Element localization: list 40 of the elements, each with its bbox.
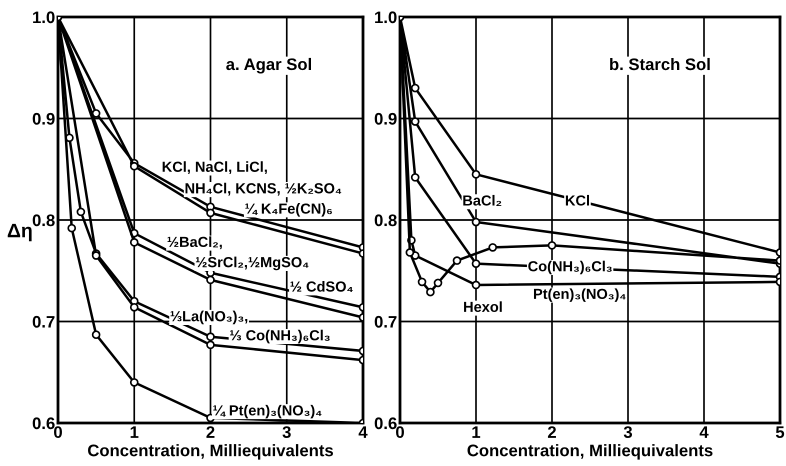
annotation: Co(NH₃)₆Cl₃ (528, 260, 612, 274)
x-tick-label: 3 (624, 426, 632, 438)
y-tick-label: 0.8 (32, 214, 55, 226)
x-tick-label: 3 (282, 426, 291, 438)
annotation: NH₄Cl, KCNS, ½K₂SO₄ (186, 182, 342, 196)
y-tick-label: 0.8 (374, 214, 397, 226)
y-tick-label: 0.6 (32, 417, 55, 430)
annotation: ½SrCl₂,½MgSO₄ (196, 256, 308, 270)
annotation: Hexol (464, 301, 502, 312)
x-axis-title: Concentration, Milliequivalents (88, 444, 333, 460)
text: b. Starch Sol (610, 58, 710, 70)
y-tick-label: 0.7 (374, 316, 396, 328)
annotation: ¼ Pt(en)₃(NO₃)₄ (213, 404, 322, 418)
text: a. Agar Sol (226, 58, 312, 74)
annotation: ⅓La(NO₃)₃, (170, 310, 248, 324)
annotation: KCl, NaCl, LiCl, (162, 161, 267, 174)
x-tick-label: 2 (548, 426, 556, 438)
x-tick-label: 4 (700, 426, 709, 438)
annotation: ⅓ Co(NH₃)₆Cl₃ (230, 330, 330, 344)
annotation: ¼ K₄Fe(CN)₆ (245, 203, 332, 217)
x-axis-title: Concentration, Milliequivalents (468, 444, 712, 460)
y-tick-label: 0.9 (32, 112, 55, 125)
x-tick-label: 5 (776, 426, 784, 438)
y-tick-label: 0.6 (374, 417, 397, 430)
annotation: Pt(en)₃(NO₃)₄ (534, 288, 626, 302)
y-axis-title: Δη (8, 224, 32, 242)
x-tick-label: 0 (54, 426, 62, 438)
y-tick-label: 0.9 (374, 112, 397, 125)
annotation: BaCl₂ (463, 194, 502, 206)
x-tick-label: 0 (396, 426, 404, 438)
annotation: ½ CdSO₄ (290, 281, 353, 292)
y-tick-label: 1.0 (375, 11, 397, 24)
annotation: ½BaCl₂, (168, 236, 222, 250)
y-tick-label: 0.7 (32, 316, 54, 328)
x-tick-label: 4 (358, 426, 368, 438)
y-tick-label: 1.0 (33, 11, 55, 24)
x-tick-label: 1 (130, 426, 138, 438)
x-tick-label: 1 (472, 426, 480, 438)
annotation: KCl (566, 194, 589, 206)
x-tick-label: 2 (206, 426, 214, 438)
